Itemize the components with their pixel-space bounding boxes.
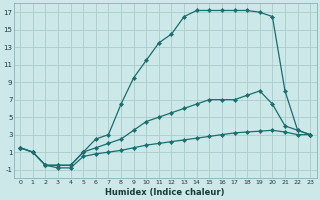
X-axis label: Humidex (Indice chaleur): Humidex (Indice chaleur) <box>106 188 225 197</box>
